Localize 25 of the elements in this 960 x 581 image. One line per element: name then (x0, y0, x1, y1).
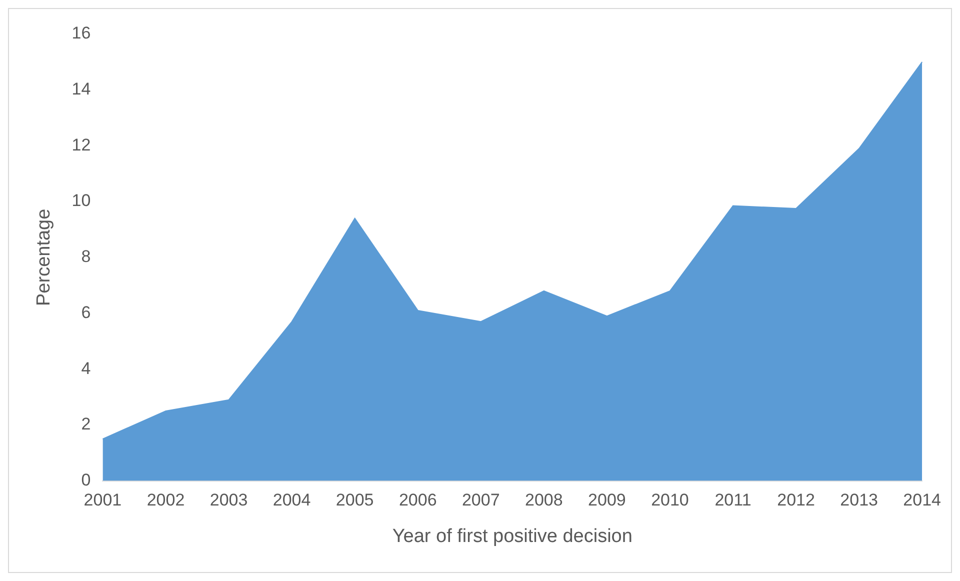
y-tick-label: 12 (72, 135, 91, 154)
x-tick-label: 2006 (398, 490, 437, 510)
x-tick-label: 2012 (777, 490, 815, 510)
x-tick-label: 2009 (588, 490, 626, 510)
y-tick-label: 14 (72, 80, 91, 99)
y-tick-label: 10 (72, 191, 91, 210)
y-tick-label: 16 (72, 24, 91, 43)
x-tick-label: 2001 (84, 490, 122, 510)
y-tick-label: 8 (81, 247, 91, 266)
x-tick-label: 2005 (336, 490, 374, 510)
y-tick-label: 4 (81, 358, 91, 378)
x-tick-label: 2007 (462, 490, 500, 510)
y-tick-label: 2 (81, 414, 91, 434)
y-tick-label: 6 (81, 302, 91, 322)
x-tick-label: 2003 (210, 490, 248, 510)
y-axis-title: Percentage (34, 208, 55, 306)
x-tick-label: 2013 (840, 490, 878, 510)
x-tick-label: 2004 (272, 490, 311, 510)
x-tick-label: 2002 (146, 490, 185, 510)
y-tick-label: 0 (81, 470, 91, 490)
x-tick-label: 2010 (651, 490, 689, 510)
x-tick-label: 2008 (525, 490, 563, 510)
x-tick-label: 2011 (714, 490, 752, 510)
x-axis-title: Year of first positive decision (392, 526, 632, 547)
x-tick-label: 2014 (903, 490, 942, 510)
